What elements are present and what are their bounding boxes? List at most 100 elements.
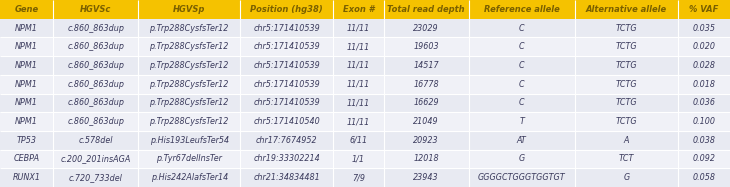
Text: TCT: TCT <box>619 154 634 163</box>
Text: TCTG: TCTG <box>615 24 637 33</box>
Text: AT: AT <box>517 136 526 145</box>
Bar <box>384 150 469 168</box>
Bar <box>575 75 678 94</box>
Text: Exon #: Exon # <box>342 5 374 14</box>
Bar <box>384 0 469 19</box>
Text: A: A <box>623 136 629 145</box>
Text: chr17:7674952: chr17:7674952 <box>255 136 318 145</box>
Text: 21049: 21049 <box>413 117 439 126</box>
Bar <box>575 112 678 131</box>
Text: 11/11: 11/11 <box>347 24 370 33</box>
Bar <box>678 112 730 131</box>
Text: HGVSp: HGVSp <box>173 5 205 14</box>
Text: 16778: 16778 <box>413 80 439 89</box>
Text: c.200_201insAGA: c.200_201insAGA <box>61 154 131 163</box>
Bar <box>0 112 53 131</box>
Bar <box>678 0 730 19</box>
Text: c.720_733del: c.720_733del <box>69 173 123 182</box>
Text: chr21:34834481: chr21:34834481 <box>253 173 320 182</box>
Bar <box>333 150 384 168</box>
Bar <box>240 112 333 131</box>
Bar <box>333 168 384 187</box>
Text: 11/11: 11/11 <box>347 117 370 126</box>
Text: C: C <box>519 80 524 89</box>
Text: p.Trp288CysfsTer12: p.Trp288CysfsTer12 <box>150 61 229 70</box>
Bar <box>53 37 138 56</box>
Text: C: C <box>519 61 524 70</box>
Bar <box>678 131 730 150</box>
Bar <box>575 19 678 37</box>
Text: CEBPA: CEBPA <box>14 154 39 163</box>
Text: Reference allele: Reference allele <box>484 5 559 14</box>
Bar <box>240 131 333 150</box>
Bar <box>678 94 730 112</box>
Bar <box>240 75 333 94</box>
Text: TCTG: TCTG <box>615 117 637 126</box>
Text: Gene: Gene <box>15 5 39 14</box>
Bar <box>0 56 53 75</box>
Text: chr5:171410539: chr5:171410539 <box>253 24 320 33</box>
Bar <box>240 0 333 19</box>
Text: TCTG: TCTG <box>615 61 637 70</box>
Text: chr5:171410539: chr5:171410539 <box>253 80 320 89</box>
Text: p.Trp288CysfsTer12: p.Trp288CysfsTer12 <box>150 42 229 51</box>
Bar <box>138 150 240 168</box>
Bar <box>678 19 730 37</box>
Text: c.860_863dup: c.860_863dup <box>67 24 124 33</box>
Bar <box>138 37 240 56</box>
Text: C: C <box>519 98 524 107</box>
Bar <box>678 150 730 168</box>
Text: 23943: 23943 <box>413 173 439 182</box>
Bar <box>240 168 333 187</box>
Bar <box>575 94 678 112</box>
Bar <box>469 19 575 37</box>
Bar <box>333 75 384 94</box>
Bar <box>53 0 138 19</box>
Text: T: T <box>519 117 524 126</box>
Text: GGGGCTGGGTGGTGT: GGGGCTGGGTGGTGT <box>477 173 566 182</box>
Bar <box>678 56 730 75</box>
Text: 19603: 19603 <box>413 42 439 51</box>
Bar <box>240 150 333 168</box>
Text: 12018: 12018 <box>413 154 439 163</box>
Bar <box>333 112 384 131</box>
Bar <box>678 37 730 56</box>
Bar <box>469 37 575 56</box>
Text: 0.100: 0.100 <box>693 117 715 126</box>
Text: 0.018: 0.018 <box>693 80 715 89</box>
Text: NPM1: NPM1 <box>15 61 38 70</box>
Text: c.860_863dup: c.860_863dup <box>67 61 124 70</box>
Bar <box>469 150 575 168</box>
Text: chr5:171410539: chr5:171410539 <box>253 42 320 51</box>
Text: c.860_863dup: c.860_863dup <box>67 98 124 107</box>
Bar <box>384 56 469 75</box>
Text: p.Trp288CysfsTer12: p.Trp288CysfsTer12 <box>150 117 229 126</box>
Text: 11/11: 11/11 <box>347 61 370 70</box>
Bar <box>138 0 240 19</box>
Bar <box>469 0 575 19</box>
Text: % VAF: % VAF <box>689 5 719 14</box>
Text: 20923: 20923 <box>413 136 439 145</box>
Bar <box>333 37 384 56</box>
Text: p.His242AlafsTer14: p.His242AlafsTer14 <box>150 173 228 182</box>
Text: TP53: TP53 <box>17 136 36 145</box>
Text: 6/11: 6/11 <box>349 136 367 145</box>
Bar <box>333 94 384 112</box>
Text: c.860_863dup: c.860_863dup <box>67 117 124 126</box>
Bar <box>240 94 333 112</box>
Text: 16629: 16629 <box>413 98 439 107</box>
Bar <box>384 19 469 37</box>
Bar <box>53 150 138 168</box>
Text: 0.028: 0.028 <box>693 61 715 70</box>
Bar <box>240 37 333 56</box>
Bar <box>678 75 730 94</box>
Text: TCTG: TCTG <box>615 98 637 107</box>
Bar <box>138 19 240 37</box>
Text: p.His193LeufsTer54: p.His193LeufsTer54 <box>150 136 228 145</box>
Bar <box>575 168 678 187</box>
Text: Position (hg38): Position (hg38) <box>250 5 323 14</box>
Bar <box>53 56 138 75</box>
Text: NPM1: NPM1 <box>15 42 38 51</box>
Text: p.Trp288CysfsTer12: p.Trp288CysfsTer12 <box>150 98 229 107</box>
Bar <box>384 75 469 94</box>
